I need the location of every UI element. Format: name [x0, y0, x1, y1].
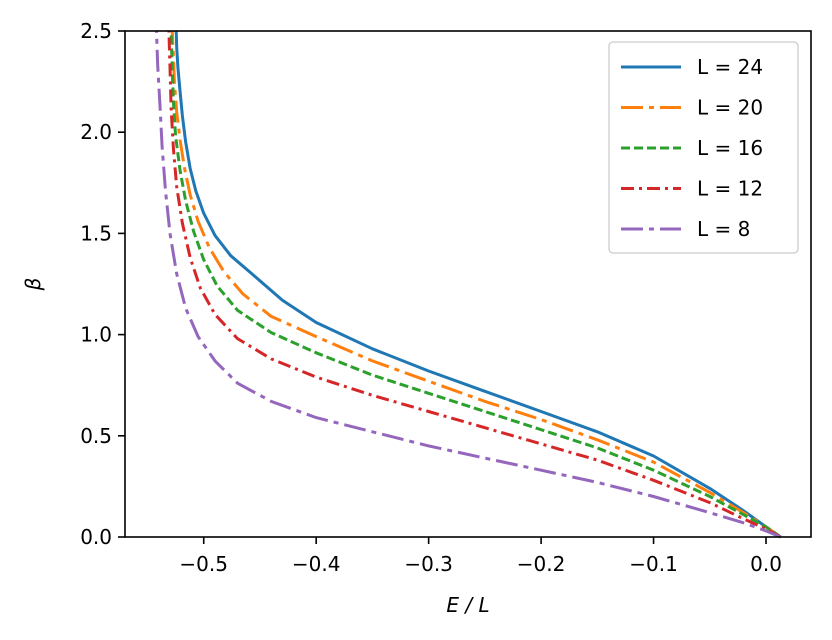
plot-frame [124, 30, 812, 538]
y-tick-label: 2.5 [80, 19, 112, 43]
series-line-5 [155, 30, 782, 539]
x-tick-label: −0.2 [517, 552, 566, 576]
y-tick-label: 1.0 [80, 323, 112, 347]
series-line-2 [170, 30, 782, 539]
legend: L = 24 L = 20 L = 16 L = 12 L = 8 [608, 41, 799, 254]
y-tick-label: 2.0 [80, 120, 112, 144]
y-axis-label: β [21, 277, 45, 291]
x-tick-label: −0.3 [404, 552, 453, 576]
legend-label: L = 20 [697, 96, 763, 120]
series-layer [155, 30, 782, 539]
series-line-3 [169, 30, 782, 539]
y-tick-label: 1.5 [80, 221, 112, 245]
y-tick-label: 0.0 [80, 525, 112, 549]
legend-label: L = 16 [697, 136, 763, 160]
x-tick-label: −0.4 [292, 552, 341, 576]
x-axis-label: E / L [446, 593, 489, 617]
legend-box [608, 41, 799, 254]
series-line-4 [167, 30, 782, 539]
legend-label: L = 8 [697, 217, 750, 241]
y-tick-label: 0.5 [80, 424, 112, 448]
legend-label: L = 12 [697, 177, 763, 201]
series-line-1 [174, 30, 782, 539]
axis-layer: −0.5 −0.4 −0.3 −0.2 −0.1 0.0 0.0 0.5 1.0 1.5 2.0 2.… [80, 19, 782, 576]
x-tick-label: −0.1 [629, 552, 678, 576]
x-tick-label: 0.0 [750, 552, 782, 576]
legend-label: L = 24 [697, 55, 763, 79]
x-tick-label: −0.5 [179, 552, 228, 576]
